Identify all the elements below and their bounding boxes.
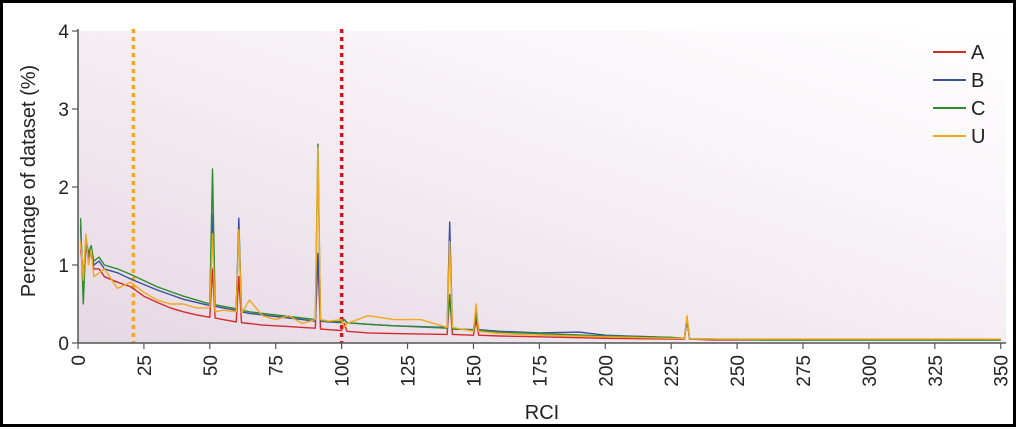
x-tick-label: 75 — [267, 355, 288, 376]
x-tick-label: 225 — [662, 355, 683, 387]
series-line-u — [79, 147, 1001, 340]
x-tick-label: 150 — [464, 355, 485, 387]
y-tick-label: 0 — [58, 334, 69, 355]
y-axis-title: Percentage of dataset (%) — [18, 65, 40, 297]
x-tick-label: 175 — [530, 355, 551, 387]
x-tick-label: 275 — [794, 355, 815, 387]
x-tick-label: 300 — [860, 355, 881, 387]
legend-label-c: C — [971, 98, 985, 120]
x-tick-label: 125 — [399, 355, 420, 387]
line-chart: 0 25 50 75 100 125 150 175 200 225 250 275 300 325 350… — [18, 22, 1013, 424]
legend-label-a: A — [971, 42, 985, 64]
x-tick-label: 250 — [728, 355, 749, 387]
legend-label-u: U — [971, 126, 985, 148]
x-tick-label: 0 — [69, 355, 90, 366]
plot-background — [78, 31, 1006, 343]
y-tick-label: 3 — [58, 100, 69, 121]
x-tick-label: 50 — [201, 355, 222, 376]
x-tick-label: 325 — [926, 355, 947, 387]
y-tick-label: 4 — [58, 22, 69, 43]
x-tick-label: 350 — [992, 355, 1013, 387]
x-tick-label: 25 — [135, 355, 156, 376]
x-tick-label: 200 — [596, 355, 617, 387]
series-line-a — [79, 244, 1001, 341]
y-tick-label: 2 — [58, 178, 69, 199]
x-tick-label: 100 — [333, 355, 354, 387]
legend-label-b: B — [971, 70, 984, 92]
y-tick-label: 1 — [58, 256, 69, 277]
x-axis-title: RCI — [525, 402, 559, 424]
